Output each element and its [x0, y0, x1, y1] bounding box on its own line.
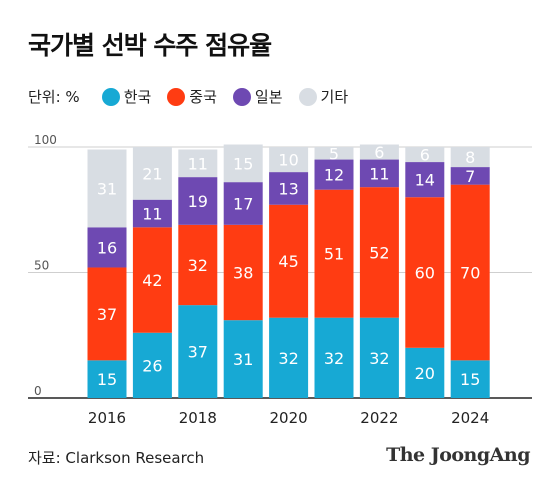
- legend-label-other: 기타: [320, 88, 349, 106]
- data-label-2020-1: 45: [278, 252, 298, 271]
- bar-segment-2022-3: [359, 144, 399, 160]
- data-label-2022-1: 52: [369, 243, 389, 262]
- data-label-2023-0: 20: [415, 364, 435, 383]
- legend-swatch-korea: [101, 87, 120, 106]
- legend-item-other: 기타: [298, 86, 349, 107]
- data-label-2024-2: 7: [465, 167, 475, 186]
- legend-swatch-other: [298, 87, 317, 106]
- legend-label-korea: 한국: [123, 88, 152, 106]
- bar-segment-2017-1: [132, 227, 172, 333]
- data-label-2018-2: 19: [188, 192, 208, 211]
- bar-segment-2023-2: [405, 162, 445, 198]
- bar-segment-2020-0: [269, 317, 309, 398]
- data-label-2019-2: 17: [233, 194, 253, 213]
- bar-segment-2023-3: [405, 147, 445, 163]
- bar-segment-2022-0: [359, 317, 399, 398]
- bar-segment-2019-1: [223, 224, 263, 321]
- legend-item-korea: 한국: [101, 86, 152, 107]
- x-tick-label-2022: 2022: [360, 409, 398, 427]
- x-tick-label-2018: 2018: [179, 409, 217, 427]
- bar-segment-2017-2: [132, 199, 172, 228]
- data-label-2017-2: 11: [142, 205, 162, 224]
- publisher-logo: The JoongAng: [386, 444, 530, 466]
- data-label-2018-0: 37: [188, 343, 208, 362]
- bar-segment-2021-1: [314, 189, 354, 318]
- data-label-2024-1: 70: [460, 264, 480, 283]
- bar-segment-2017-0: [132, 332, 172, 398]
- legend-swatch-japan: [232, 87, 251, 106]
- bar-segment-2024-3: [450, 147, 490, 168]
- legend-label-china: 중국: [189, 88, 217, 106]
- y-tick-label-50: 50: [34, 259, 49, 273]
- bar-segment-2019-2: [223, 182, 263, 225]
- data-label-2021-0: 32: [324, 349, 344, 368]
- data-label-2019-1: 38: [233, 264, 253, 283]
- legend-swatch-china: [167, 87, 186, 106]
- x-tick-label-2016: 2016: [88, 409, 126, 427]
- bar-segment-2022-2: [359, 159, 399, 188]
- legend-item-japan: 일본: [232, 86, 283, 107]
- bar-segment-2019-3: [223, 144, 263, 183]
- bar-segment-2023-0: [405, 347, 445, 398]
- data-label-2024-0: 15: [460, 370, 480, 389]
- bar-segment-2018-1: [178, 224, 218, 306]
- bar-segment-2018-0: [178, 305, 218, 398]
- bar-segment-2020-1: [269, 204, 309, 318]
- bar-segment-2016-0: [87, 360, 127, 398]
- data-label-2019-0: 31: [233, 350, 253, 369]
- bar-segment-2020-2: [269, 172, 309, 205]
- legend-item-china: 중국: [167, 86, 217, 107]
- data-label-2018-3: 11: [188, 154, 208, 173]
- bar-segment-2020-3: [269, 147, 309, 173]
- bar-segment-2018-2: [178, 177, 218, 225]
- data-label-2016-1: 37: [97, 305, 117, 324]
- bar-segment-2016-3: [87, 149, 127, 228]
- bar-segment-2024-1: [450, 184, 490, 361]
- data-label-2020-0: 32: [278, 349, 298, 368]
- data-label-2017-3: 21: [142, 164, 162, 183]
- data-label-2022-3: 6: [374, 143, 384, 162]
- data-label-2016-3: 31: [97, 179, 117, 198]
- bar-segment-2021-3: [314, 147, 354, 160]
- data-label-2023-2: 14: [415, 171, 435, 190]
- data-label-2023-3: 6: [420, 146, 430, 165]
- unit-label: 단위: %: [28, 88, 80, 106]
- bar-segment-2024-0: [450, 360, 490, 398]
- data-label-2019-3: 15: [233, 154, 253, 173]
- data-label-2023-1: 60: [415, 264, 435, 283]
- y-tick-label-100: 100: [34, 133, 57, 147]
- x-tick-label-2024: 2024: [451, 409, 489, 427]
- bar-segment-2016-2: [87, 227, 127, 268]
- bar-segment-2018-3: [178, 149, 218, 178]
- data-label-2017-0: 26: [142, 356, 162, 375]
- data-label-2024-3: 8: [465, 148, 475, 167]
- bar-segment-2021-2: [314, 159, 354, 190]
- bar-segment-2022-1: [359, 187, 399, 318]
- chart-title: 국가별 선박 수주 점유율: [28, 31, 272, 60]
- data-label-2021-2: 12: [324, 166, 344, 185]
- chart-legend: 단위: % 한국 중국 일본 기타: [28, 86, 364, 107]
- data-label-2021-3: 5: [329, 144, 339, 163]
- data-label-2022-0: 32: [369, 349, 389, 368]
- bar-segment-2017-3: [132, 147, 172, 200]
- data-label-2017-1: 42: [142, 271, 162, 290]
- bar-segment-2021-0: [314, 317, 354, 398]
- bar-segment-2023-1: [405, 197, 445, 348]
- bar-segment-2016-1: [87, 267, 127, 361]
- bar-segment-2019-0: [223, 320, 263, 398]
- data-label-2016-0: 15: [97, 370, 117, 389]
- data-label-2020-2: 13: [278, 179, 298, 198]
- bar-segment-2024-2: [450, 167, 490, 185]
- legend-label-japan: 일본: [254, 88, 283, 106]
- x-tick-label-2020: 2020: [270, 409, 308, 427]
- source-note: 자료: Clarkson Research: [28, 449, 205, 467]
- data-label-2020-3: 10: [278, 151, 298, 170]
- data-label-2021-1: 51: [324, 245, 344, 264]
- data-label-2018-1: 32: [188, 256, 208, 275]
- data-label-2022-2: 11: [369, 164, 389, 183]
- y-tick-label-0: 0: [34, 384, 42, 398]
- data-label-2016-2: 16: [97, 238, 117, 257]
